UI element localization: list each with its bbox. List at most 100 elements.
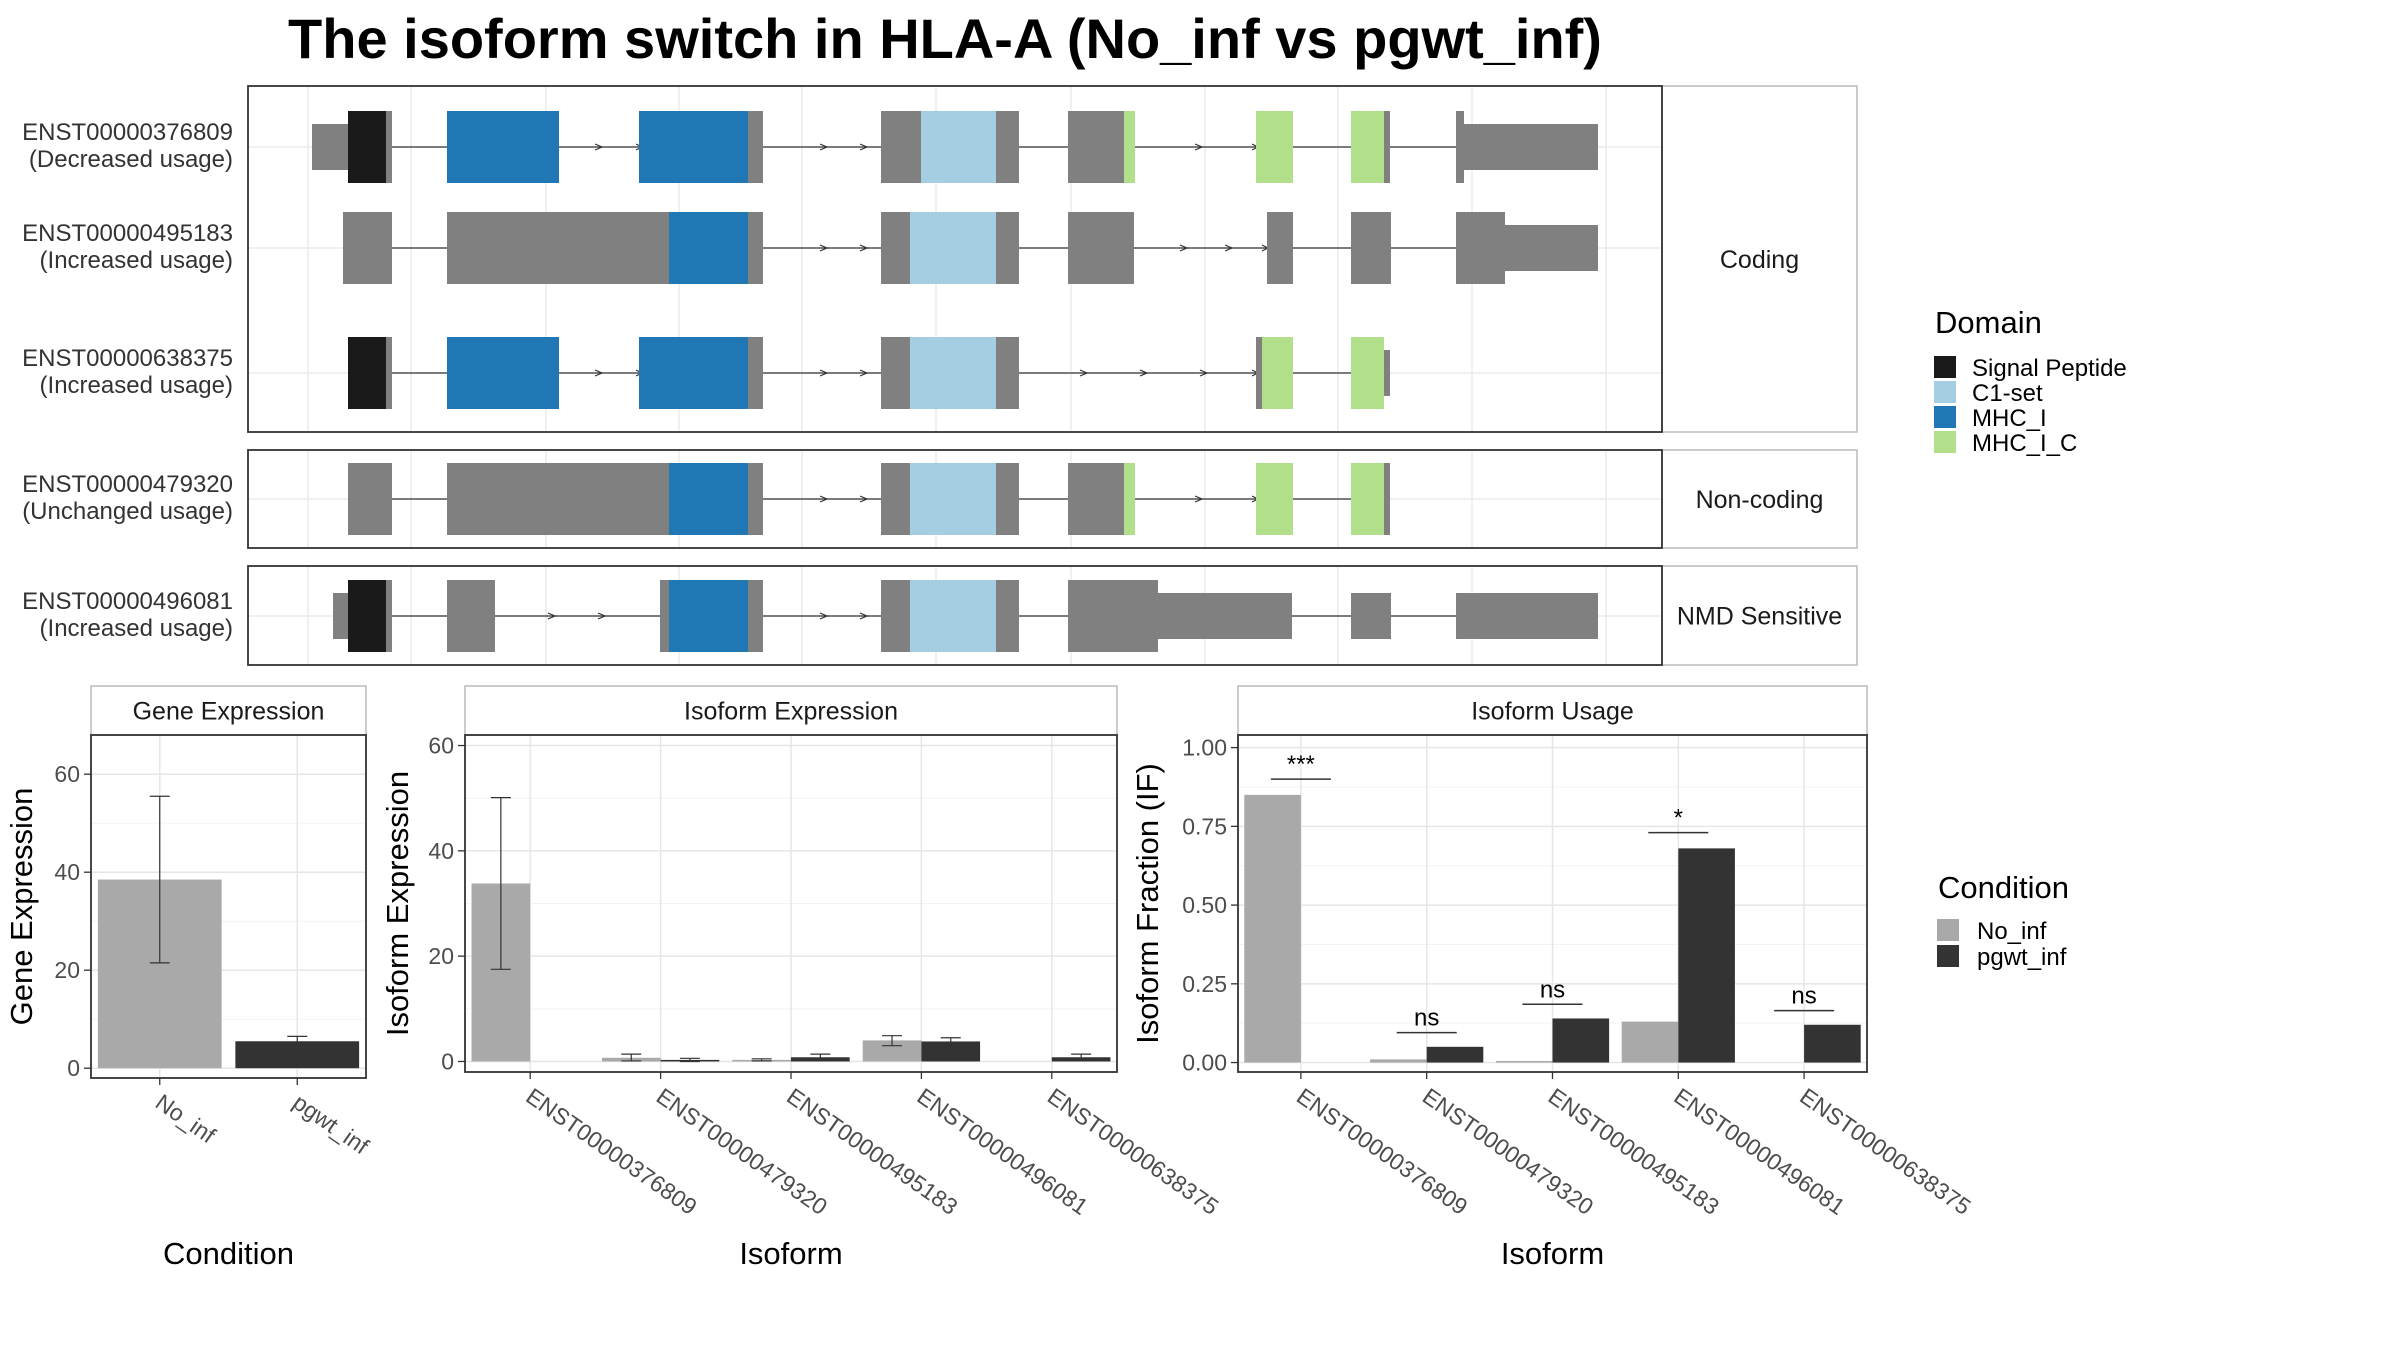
direction-arrow <box>859 369 869 377</box>
exon-block <box>1351 463 1384 535</box>
exon-block <box>348 111 386 183</box>
y-tick-label: 1.00 <box>1182 735 1227 761</box>
exon-block <box>1384 463 1390 535</box>
domain-legend-swatch <box>1934 431 1956 453</box>
exon-block <box>1351 593 1391 639</box>
y-axis-title: Gene Expression <box>4 788 39 1026</box>
direction-arrow <box>1139 369 1149 377</box>
domain-legend-swatch <box>1934 381 1956 403</box>
exon-block <box>996 212 1019 284</box>
bar <box>1804 1024 1861 1063</box>
condition-legend-title: Condition <box>1938 870 2069 905</box>
exon-block <box>333 593 348 639</box>
panel-border <box>247 565 1663 666</box>
facet-strip-label: Non-coding <box>1696 486 1824 514</box>
significance-label: * <box>1674 805 1683 832</box>
exon-block <box>1351 212 1391 284</box>
direction-arrow <box>1194 495 1204 503</box>
isoform-usage-label: (Increased usage) <box>40 247 233 274</box>
y-tick-label: 0.00 <box>1182 1050 1227 1076</box>
exon-block <box>1267 212 1293 284</box>
exon-block <box>996 337 1019 409</box>
exon-block <box>748 580 763 652</box>
panel-strip-title: Isoform Expression <box>684 698 898 726</box>
domain-legend-swatch <box>1934 406 1956 428</box>
panel-strip <box>464 685 1118 736</box>
domain-legend-label: MHC_I <box>1972 405 2047 432</box>
bar <box>1495 1060 1553 1063</box>
y-tick-label: 0.25 <box>1182 971 1227 997</box>
exon-block <box>386 337 392 409</box>
significance-label: *** <box>1287 751 1315 778</box>
direction-arrow <box>819 143 829 151</box>
isoform-usage-label: (Increased usage) <box>40 372 233 399</box>
exon-block <box>881 580 910 652</box>
condition-legend-label: No_inf <box>1977 918 2047 945</box>
exon-block <box>881 111 921 183</box>
direction-arrow <box>1179 244 1189 252</box>
exon-block <box>1384 350 1390 396</box>
isoform-id-label: ENST00000495183 <box>22 220 233 247</box>
isoform-id-label: ENST00000376809 <box>22 119 233 146</box>
isoform-id-label: ENST00000638375 <box>22 345 233 372</box>
y-tick-label: 0 <box>67 1055 80 1081</box>
significance-label: ns <box>1791 983 1816 1010</box>
exon-block <box>1256 111 1293 183</box>
exon-block <box>910 212 996 284</box>
bar <box>1426 1046 1484 1063</box>
y-tick-label: 20 <box>54 957 80 983</box>
direction-arrow <box>1079 369 1089 377</box>
y-tick-label: 60 <box>54 761 80 787</box>
isoform-id-label: ENST00000479320 <box>22 471 233 498</box>
exon-block <box>1068 212 1134 284</box>
y-tick-label: 0.75 <box>1182 813 1227 839</box>
bar <box>862 1040 922 1062</box>
panel-strip-title: Isoform Usage <box>1471 698 1634 726</box>
direction-arrow <box>1224 244 1234 252</box>
direction-arrow <box>819 612 829 620</box>
y-axis-title: Isoform Expression <box>380 771 415 1036</box>
exon-block <box>748 463 763 535</box>
direction-arrow <box>547 612 557 620</box>
isoform-usage-label: (Decreased usage) <box>29 146 233 173</box>
facet-strip-label: Coding <box>1720 246 1799 274</box>
exon-block <box>343 212 392 284</box>
panel-border <box>247 85 1663 433</box>
exon-block <box>1124 111 1135 183</box>
isoform-usage-label: (Unchanged usage) <box>22 498 233 525</box>
facet-strip <box>1661 85 1858 433</box>
direction-arrow <box>1199 369 1209 377</box>
exon-block <box>1256 463 1293 535</box>
exon-block <box>669 212 748 284</box>
isoform-usage-label: (Increased usage) <box>40 615 233 642</box>
direction-arrow <box>594 143 604 151</box>
domain-legend-label: C1-set <box>1972 380 2043 407</box>
exon-block <box>447 463 669 535</box>
bar <box>1244 794 1301 1063</box>
exon-block <box>1068 463 1124 535</box>
exon-block <box>910 580 996 652</box>
domain-legend-title: Domain <box>1935 305 2042 340</box>
condition-legend-label: pgwt_inf <box>1977 944 2067 971</box>
direction-arrow <box>819 244 829 252</box>
direction-arrow <box>594 369 604 377</box>
exon-block <box>1351 337 1384 409</box>
domain-legend-label: Signal Peptide <box>1972 355 2127 382</box>
y-tick-label: 40 <box>54 859 80 885</box>
exon-block <box>748 212 763 284</box>
significance-label: ns <box>1540 976 1565 1003</box>
direction-arrow <box>819 495 829 503</box>
exon-block <box>447 337 559 409</box>
panel-border <box>247 449 1663 549</box>
bar <box>1621 1021 1679 1063</box>
exon-block <box>921 111 996 183</box>
condition-legend-swatch <box>1937 919 1959 941</box>
exon-block <box>910 463 996 535</box>
exon-block <box>1262 337 1293 409</box>
exon-block <box>1351 111 1384 183</box>
exon-block <box>660 580 669 652</box>
x-axis-title: Condition <box>163 1236 294 1271</box>
isoform-usage-plot: Isoform Usage 0.00 0.25 0.50 0.75 1.00 *** ns ns… <box>1130 685 1976 1271</box>
